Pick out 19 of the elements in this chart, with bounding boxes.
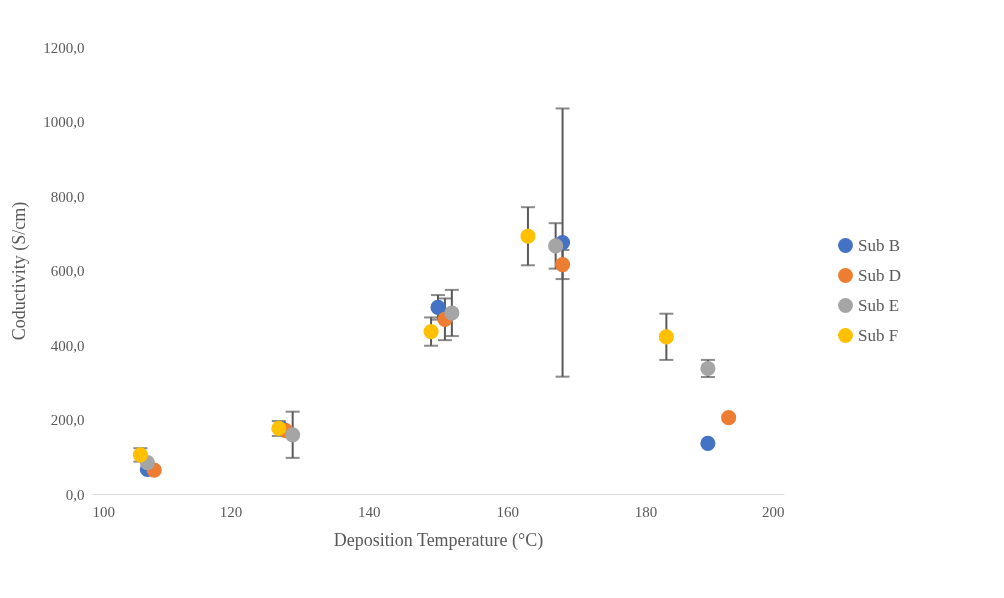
x-tick-label: 160 [496, 503, 519, 520]
x-tick-label: 100 [92, 503, 115, 520]
x-tick-label: 140 [358, 503, 381, 520]
legend-label: Sub B [858, 235, 901, 255]
y-axis-title: Coductivity (S/cm) [9, 201, 31, 341]
y-tick-label: 200,0 [50, 412, 85, 428]
y-tick-label: 0,0 [65, 486, 85, 503]
x-tick-label: 200 [762, 503, 785, 520]
x-tick-label: 180 [634, 503, 658, 520]
y-tick-label: 800,0 [50, 188, 85, 205]
legend-label: Sub D [858, 265, 901, 285]
legend-label: Sub E [858, 295, 900, 315]
x-tick-label: 120 [219, 503, 243, 520]
legend-label: Sub F [858, 325, 899, 345]
y-tick-label: 400,0 [50, 337, 85, 354]
y-tick-label: 600,0 [50, 263, 85, 279]
y-tick-label: 1000,0 [43, 114, 85, 130]
x-axis-title: Deposition Temperature (°C) [333, 529, 544, 551]
y-tick-label: 1200,0 [43, 39, 85, 56]
